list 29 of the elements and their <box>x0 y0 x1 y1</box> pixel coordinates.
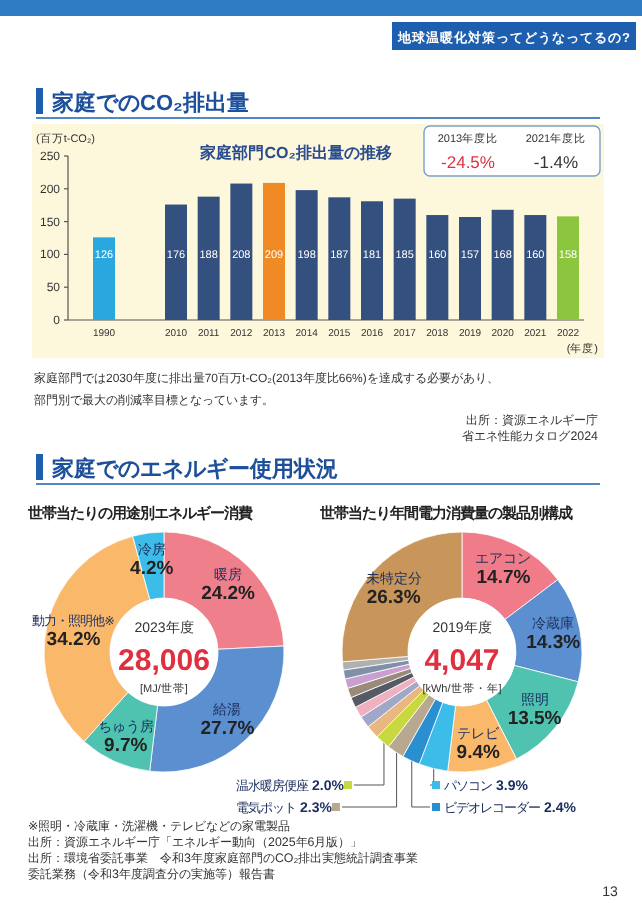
bar <box>426 215 449 320</box>
data-label: 9.4% <box>456 741 502 764</box>
data-label: 34.2% <box>46 628 102 651</box>
bar <box>165 204 187 320</box>
text: 家庭でのエネルギー使用状況 <box>50 456 338 482</box>
text: 28,006 <box>118 644 210 678</box>
bar <box>459 217 481 320</box>
bar <box>361 201 383 320</box>
bar <box>197 196 220 320</box>
data-label: 14.3% <box>526 631 582 654</box>
bar <box>295 190 318 320</box>
data-label: 14.7% <box>476 566 532 589</box>
bar <box>393 198 416 320</box>
bar <box>328 197 351 320</box>
data-label: 13.5% <box>507 708 563 731</box>
bar <box>263 182 285 320</box>
text: 家庭でのCO₂排出量 <box>50 90 249 116</box>
annotation: -24.5% <box>441 152 496 172</box>
data-label: 24.2% <box>201 582 257 605</box>
chart-title: 家庭部門CO₂排出量の推移 <box>198 142 392 162</box>
data-label: 26.3% <box>366 586 422 609</box>
bar <box>524 215 547 320</box>
bar <box>557 216 579 320</box>
text: 4,047 <box>424 644 500 678</box>
data-label: 9.7% <box>104 734 149 757</box>
bar <box>230 183 253 320</box>
annotation: -1.4% <box>533 152 580 172</box>
data-label: 27.7% <box>200 717 256 740</box>
bar <box>491 209 514 320</box>
